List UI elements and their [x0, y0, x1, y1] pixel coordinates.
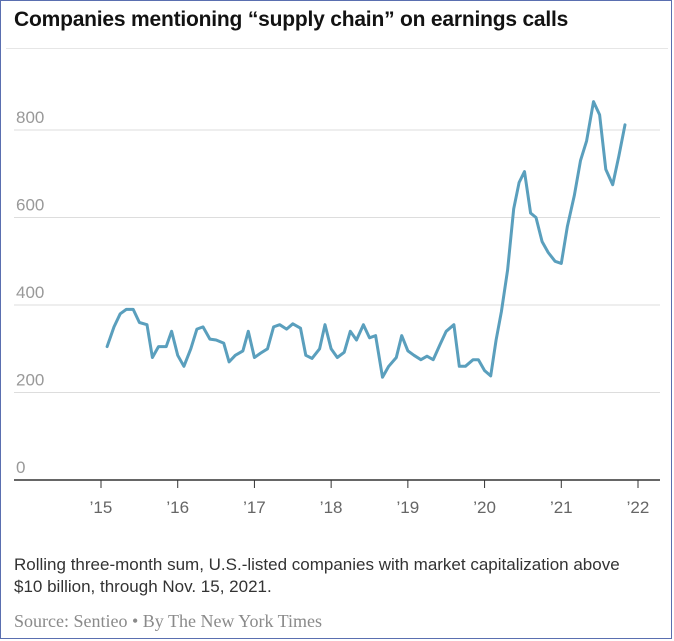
x-tick-label: ’18: [320, 498, 343, 517]
x-tick-label: ’19: [397, 498, 420, 517]
x-axis-ticks: ’15 ’16 ’17 ’18 ’19 ’20 ’21 ’22: [90, 480, 650, 517]
title-divider: [6, 48, 668, 49]
y-tick-label: 800: [16, 108, 44, 127]
x-tick-label: ’21: [550, 498, 573, 517]
series-line: [105, 100, 627, 379]
y-tick-label: 600: [16, 196, 44, 215]
y-tick-label: 200: [16, 371, 44, 390]
x-tick-label: ’22: [627, 498, 650, 517]
y-tick-label: 400: [16, 283, 44, 302]
gridlines: [14, 129, 660, 481]
x-tick-label: ’16: [166, 498, 189, 517]
x-tick-label: ’15: [90, 498, 113, 517]
chart-note: Rolling three-month sum, U.S.-listed com…: [14, 555, 620, 596]
y-tick-label: 0: [16, 458, 25, 477]
x-tick-label: ’17: [243, 498, 266, 517]
y-axis-ticks: 0 200 400 600 800: [16, 108, 44, 477]
x-tick-label: ’20: [473, 498, 496, 517]
source-credit: Source: Sentieo • By The New York Times: [14, 611, 322, 631]
chart-title: Companies mentioning “supply chain” on e…: [14, 8, 569, 31]
series-layer: [105, 100, 627, 379]
line-chart: 0 200 400 600 800 ’15 ’16 ’17 ’18 ’19 ’20 ’21 ’22: [14, 100, 660, 517]
